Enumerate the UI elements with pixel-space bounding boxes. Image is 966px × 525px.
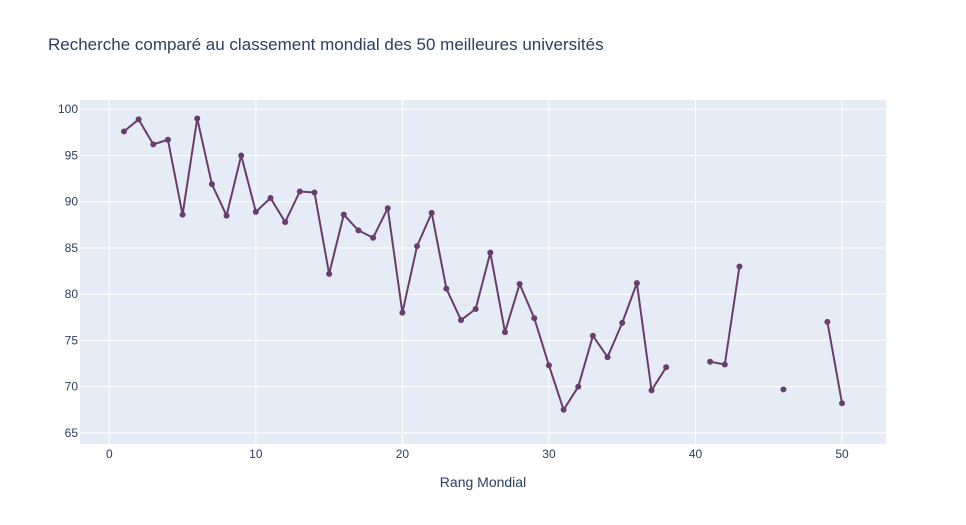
data-point [780, 386, 787, 393]
data-point [839, 400, 846, 407]
data-point [370, 234, 377, 241]
grid [80, 100, 886, 444]
series-markers [120, 115, 846, 413]
x-tick-label: 30 [542, 447, 556, 461]
data-point [208, 181, 215, 188]
y-tick-label: 70 [65, 380, 79, 394]
x-tick-label: 40 [689, 447, 703, 461]
x-tick-label: 10 [249, 447, 263, 461]
data-point [238, 152, 245, 159]
y-tick-label: 90 [65, 195, 79, 209]
series-line-segment [123, 117, 668, 411]
series-line-segment [826, 321, 844, 404]
plot-area [80, 100, 886, 444]
data-point [663, 364, 670, 371]
data-point [545, 362, 552, 369]
data-point [326, 270, 333, 277]
data-point [531, 315, 538, 322]
x-tick-label: 50 [835, 447, 849, 461]
data-point [194, 115, 201, 122]
y-tick-label: 95 [65, 148, 79, 162]
data-point [575, 383, 582, 390]
y-tick-label: 85 [65, 241, 79, 255]
data-point [223, 212, 230, 219]
data-point [340, 211, 347, 218]
data-point [135, 116, 142, 123]
data-point [311, 189, 318, 196]
data-point [252, 208, 259, 215]
x-tick-label: 20 [396, 447, 410, 461]
data-point [296, 188, 303, 195]
y-tick-label: 80 [65, 287, 79, 301]
data-point [399, 309, 406, 316]
y-tick-label: 65 [65, 426, 79, 440]
data-point [384, 205, 391, 212]
data-point [604, 354, 611, 361]
data-point [150, 141, 157, 148]
data-point [633, 280, 640, 287]
data-point [355, 227, 362, 234]
y-tick-label: 75 [65, 333, 79, 347]
data-point [589, 332, 596, 339]
data-point [721, 361, 728, 368]
data-point [487, 249, 494, 256]
data-point [736, 263, 743, 270]
data-point [267, 195, 274, 202]
data-point [824, 318, 831, 325]
x-axis-title: Rang Mondial [440, 474, 526, 490]
data-point [516, 281, 523, 288]
data-point [648, 387, 655, 394]
data-point [707, 358, 714, 365]
chart-title: Recherche comparé au classement mondial … [48, 35, 604, 54]
y-axis-ticks: 65 70 75 80 85 90 95 100 [58, 102, 78, 440]
y-tick-label: 100 [58, 102, 78, 116]
data-point [458, 317, 465, 324]
data-point [164, 136, 171, 143]
data-point [443, 285, 450, 292]
data-point [560, 406, 567, 413]
x-tick-label: 0 [106, 447, 113, 461]
data-point [501, 329, 508, 336]
data-point [414, 243, 421, 250]
data-point [179, 211, 186, 218]
x-axis-ticks: 0 10 20 30 40 50 [106, 447, 849, 461]
data-point [428, 209, 435, 216]
data-point [282, 219, 289, 226]
data-point [472, 305, 479, 312]
data-point [120, 128, 127, 135]
data-point [619, 319, 626, 326]
